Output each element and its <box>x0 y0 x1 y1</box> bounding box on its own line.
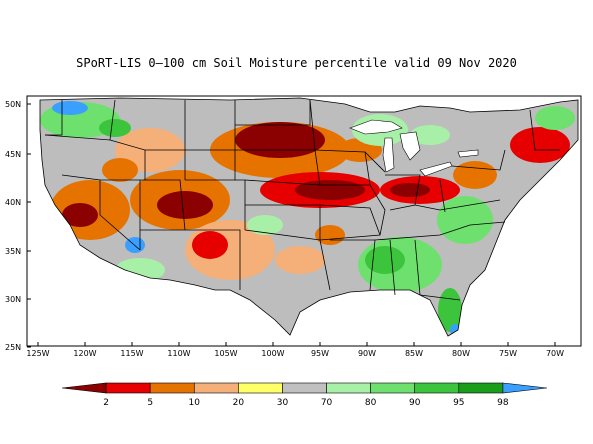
state-line <box>451 149 506 171</box>
colorbar-label: 10 <box>189 398 201 408</box>
state-line <box>369 184 386 236</box>
lat-label: 45N <box>5 150 21 159</box>
lon-label: 115W <box>120 349 143 358</box>
lon-label: 100W <box>261 349 284 358</box>
state-line <box>469 221 506 226</box>
colorbar-label: 70 <box>321 398 333 408</box>
colorbar-label: 30 <box>277 398 289 408</box>
lon-labels: 125W 120W 115W 110W 105W 100W 95W 90W 85W 80W 75W 7… <box>26 342 564 358</box>
wet-region <box>535 106 575 130</box>
wet-region <box>247 215 283 235</box>
dry-region <box>275 246 325 274</box>
wet-region <box>438 288 462 332</box>
lon-label: 105W <box>214 349 237 358</box>
lat-label: 35N <box>5 247 21 256</box>
lon-label: 80W <box>452 349 470 358</box>
dry-region <box>62 203 98 227</box>
colorbar-swatch <box>458 382 504 394</box>
colorbar-swatch <box>61 382 107 394</box>
dry-region <box>390 183 430 197</box>
lon-label: 120W <box>73 349 96 358</box>
dry-region <box>235 122 325 158</box>
state-line <box>439 179 446 213</box>
dry-region <box>453 161 497 189</box>
wet-region <box>99 119 131 137</box>
lat-label: 30N <box>5 295 21 304</box>
state-line <box>414 239 421 296</box>
state-line <box>374 224 471 241</box>
dry-region <box>192 231 228 259</box>
dry-region <box>510 127 570 163</box>
lake-superior <box>349 119 403 135</box>
lon-label: 125W <box>26 349 49 358</box>
colorbar-label: 90 <box>409 398 421 408</box>
lat-label: 40N <box>5 198 21 207</box>
state-line <box>389 239 396 296</box>
lon-label: 70W <box>546 349 564 358</box>
state-line <box>364 151 386 173</box>
state-line <box>419 294 461 301</box>
lat-labels: 50N 45N 40N 35N 30N 25N <box>5 100 31 352</box>
lake-ontario <box>457 149 479 158</box>
colorbar-swatch <box>326 382 371 394</box>
lon-label: 85W <box>405 349 423 358</box>
colorbar-swatch <box>414 382 460 394</box>
colorbar-swatch <box>105 382 151 394</box>
wet-region <box>365 246 405 274</box>
state-line <box>414 199 501 211</box>
dry-region <box>157 191 213 219</box>
colorbar-swatch <box>149 382 195 394</box>
lon-label: 90W <box>358 349 376 358</box>
lon-label: 110W <box>167 349 190 358</box>
wet-region <box>52 101 88 115</box>
state-line <box>185 229 241 290</box>
lon-label: 75W <box>499 349 517 358</box>
state-line <box>235 100 311 126</box>
colorbar-swatch <box>282 382 327 394</box>
lon-label: 95W <box>311 349 329 358</box>
colorbar-swatch <box>238 382 283 394</box>
state-line <box>319 204 381 241</box>
colorbar-label: 5 <box>147 398 153 408</box>
colorbar-label: 95 <box>453 398 464 408</box>
colorbar-swatch <box>193 382 239 394</box>
state-line <box>244 179 321 186</box>
state-line <box>319 239 331 291</box>
state-line <box>244 229 321 241</box>
state-line <box>529 109 560 151</box>
state-line <box>140 179 186 231</box>
colorbar-label: 2 <box>103 398 109 408</box>
colorbar-label: 20 <box>233 398 245 408</box>
colorbar-swatch <box>370 382 416 394</box>
colorbar-label: 80 <box>365 398 377 408</box>
country-outline <box>39 97 579 337</box>
colorbar-label: 98 <box>497 398 509 408</box>
dry-region <box>102 158 138 182</box>
wet-region <box>410 125 450 145</box>
state-line <box>61 174 141 251</box>
lat-label: 25N <box>5 343 21 352</box>
lat-label: 50N <box>5 100 21 109</box>
lake-huron <box>399 131 421 161</box>
state-line <box>45 100 63 136</box>
map-title: SPoRT-LIS 0–100 cm Soil Moisture percent… <box>76 56 517 70</box>
state-line <box>314 149 371 186</box>
state-line <box>385 174 421 211</box>
state-boundaries <box>39 97 579 337</box>
lake-michigan <box>382 137 395 173</box>
great-lakes <box>349 119 479 177</box>
colorbar-swatch <box>502 382 548 394</box>
